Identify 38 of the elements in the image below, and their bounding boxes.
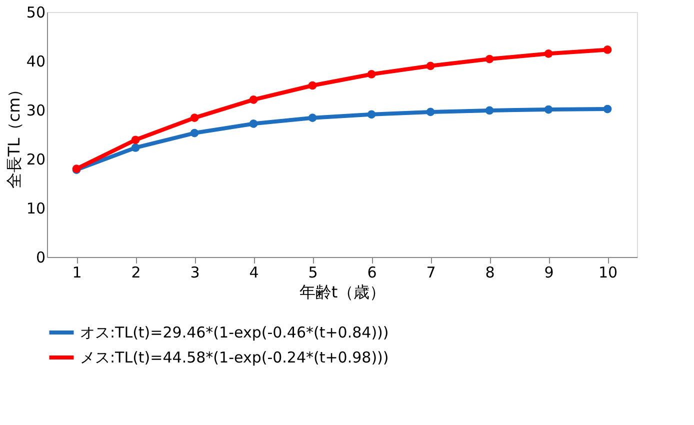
y-tick-label: 40 [26, 52, 46, 70]
point [485, 54, 494, 64]
x-tick-label: 7 [426, 264, 436, 282]
point [603, 104, 612, 114]
x-tick-label: 10 [598, 264, 618, 282]
y-axis-title: 全長TL（cm） [4, 81, 24, 189]
x-tick-label: 2 [131, 264, 141, 282]
legend-label: メス:TL(t)=44.58*(1-exp(-0.24*(t+0.98))) [80, 348, 389, 366]
x-tick-label: 6 [367, 264, 377, 282]
point [131, 136, 140, 144]
point [603, 46, 612, 54]
y-tick-label: 20 [26, 150, 46, 168]
point [544, 105, 553, 114]
point [131, 144, 140, 152]
point [367, 110, 376, 119]
point [190, 114, 199, 122]
x-tick-label: 1 [72, 264, 82, 282]
y-tick-label: 10 [26, 200, 46, 218]
x-tick-label: 3 [190, 264, 200, 282]
point [190, 128, 199, 138]
point [308, 81, 317, 90]
point [249, 120, 258, 128]
y-tick-label: 0 [36, 248, 46, 266]
y-tick-label: 50 [26, 4, 46, 22]
legend-label: オス:TL(t)=29.46*(1-exp(-0.46*(t+0.84))) [80, 324, 389, 342]
point [308, 114, 317, 122]
x-axis-title: 年齢t（歳） [299, 282, 386, 302]
point [367, 70, 376, 78]
point [249, 96, 258, 104]
point [544, 49, 553, 58]
point [426, 62, 435, 70]
x-tick-label: 5 [308, 264, 318, 282]
x-tick-label: 8 [485, 264, 495, 282]
y-tick-label: 30 [26, 102, 46, 120]
x-tick-label: 9 [544, 264, 554, 282]
point [426, 108, 435, 116]
x-tick-label: 4 [249, 264, 259, 282]
point [485, 106, 494, 115]
